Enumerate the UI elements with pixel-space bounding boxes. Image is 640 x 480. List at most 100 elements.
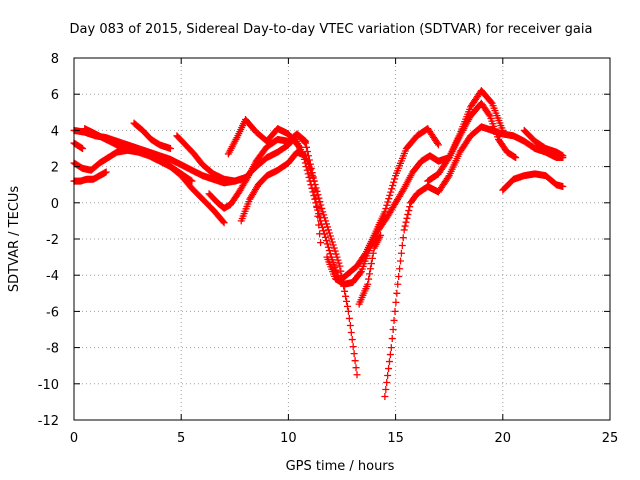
data-point	[390, 316, 398, 324]
data-series	[224, 116, 303, 158]
data-point	[356, 269, 364, 277]
data-point	[316, 213, 324, 221]
data-point	[343, 302, 351, 310]
series-layer	[70, 87, 567, 400]
data-series	[70, 139, 87, 152]
data-point	[388, 185, 396, 193]
data-point	[188, 177, 196, 185]
data-point	[434, 139, 442, 147]
data-point	[304, 170, 312, 178]
data-series	[499, 170, 567, 194]
data-point	[303, 143, 311, 151]
data-point	[329, 241, 337, 249]
data-point	[317, 217, 325, 225]
data-point	[364, 280, 372, 288]
data-point	[318, 204, 326, 212]
data-point	[392, 298, 400, 306]
x-tick-label: 25	[602, 431, 619, 446]
data-point	[385, 358, 393, 366]
y-tick-label: -10	[38, 378, 59, 393]
data-series	[70, 168, 110, 185]
data-point	[313, 202, 321, 210]
data-point	[395, 272, 403, 280]
data-point	[512, 154, 520, 162]
data-point	[399, 234, 407, 242]
data-point	[305, 173, 313, 181]
y-tick-label: -4	[46, 269, 59, 284]
data-point	[303, 148, 311, 156]
data-point	[335, 259, 343, 267]
data-point	[319, 223, 327, 231]
data-point	[398, 241, 406, 249]
data-point	[308, 184, 316, 192]
data-point	[401, 222, 409, 230]
data-point	[324, 243, 332, 251]
data-point	[349, 343, 357, 351]
data-point	[368, 254, 376, 262]
data-point	[323, 240, 331, 248]
data-point	[390, 178, 398, 186]
data-point	[317, 201, 325, 209]
tick-labels: 0 5 10 15 20 25 -12 -10 -8 -6 -4 -2 0 2 4 6 8	[38, 52, 619, 446]
data-point	[400, 226, 408, 234]
data-point	[352, 364, 360, 372]
data-point	[345, 314, 353, 322]
data-point	[325, 247, 333, 255]
data-series	[424, 99, 520, 185]
data-point	[301, 159, 309, 167]
data-point	[382, 205, 390, 213]
data-point	[383, 379, 391, 387]
data-point	[219, 218, 227, 226]
data-point	[384, 198, 392, 206]
data-point	[396, 265, 404, 273]
data-point	[166, 145, 174, 152]
data-point	[324, 226, 332, 234]
data-point	[318, 220, 326, 228]
data-point	[353, 371, 361, 379]
data-point	[315, 210, 323, 218]
data-point	[346, 321, 354, 329]
data-point	[389, 182, 397, 190]
data-point	[394, 280, 402, 288]
data-point	[316, 198, 324, 206]
data-series	[81, 125, 228, 227]
data-point	[404, 210, 412, 218]
data-point	[301, 138, 309, 146]
data-point	[405, 207, 413, 215]
data-point	[326, 232, 334, 240]
data-point	[386, 191, 394, 199]
data-point	[485, 111, 493, 119]
data-point	[377, 231, 385, 239]
data-point	[302, 139, 310, 147]
data-point	[391, 307, 399, 315]
x-tick-label: 20	[495, 431, 512, 446]
data-series	[237, 148, 361, 379]
data-point	[315, 194, 323, 202]
data-series	[520, 126, 567, 160]
data-point	[322, 237, 330, 245]
x-tick-label: 0	[70, 431, 78, 446]
data-point	[367, 260, 375, 268]
data-point	[366, 265, 374, 273]
data-point	[302, 163, 310, 171]
data-point	[330, 244, 338, 252]
data-point	[326, 250, 334, 258]
data-point	[381, 392, 389, 400]
data-point	[312, 199, 320, 207]
data-point	[385, 195, 393, 203]
y-tick-label: -8	[46, 342, 59, 357]
data-point	[220, 219, 228, 227]
data-point	[434, 141, 442, 149]
data-point	[347, 329, 355, 337]
data-point	[314, 191, 322, 199]
y-tick-label: 2	[51, 161, 59, 176]
data-series	[130, 119, 174, 152]
data-point	[342, 292, 350, 300]
data-point	[391, 175, 399, 183]
data-point	[319, 227, 327, 235]
axis-ticks	[73, 57, 611, 421]
data-point	[397, 257, 405, 265]
data-point	[385, 365, 393, 373]
x-axis-label: GPS time / hours	[286, 459, 395, 474]
y-tick-label: -6	[46, 305, 59, 320]
